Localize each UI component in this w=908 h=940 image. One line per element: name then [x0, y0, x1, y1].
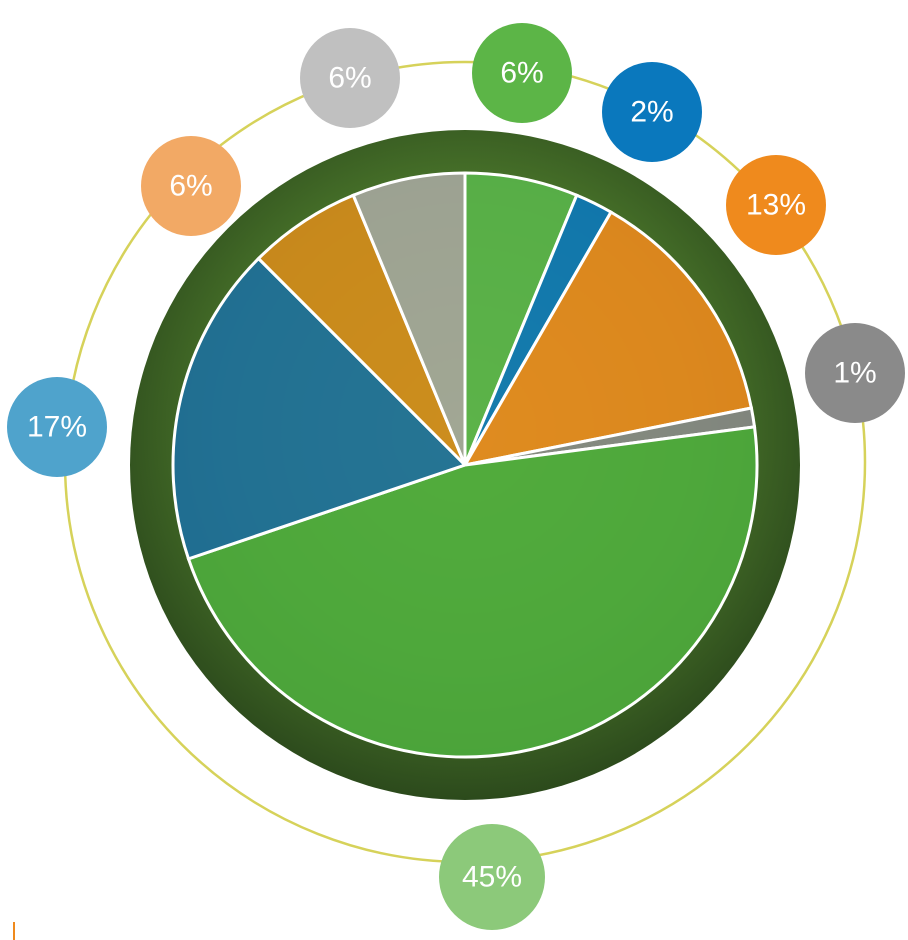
label-bubble: [726, 155, 826, 255]
pie: [171, 171, 759, 759]
label-bubble: [141, 136, 241, 236]
pie-slice: [351, 171, 467, 466]
pie-slice: [463, 171, 579, 466]
value-label: 17%: [27, 411, 87, 444]
label-bubble: [439, 824, 545, 930]
value-label: 2%: [630, 96, 673, 129]
label-bubble: [472, 23, 572, 123]
value-label: 6%: [169, 170, 212, 203]
value-label: 6%: [328, 62, 371, 95]
labels: 6% 2% 13% 1% 45% 17% 6% 6%: [7, 23, 905, 930]
label-bubble: [805, 323, 905, 423]
label-bubble: [300, 28, 400, 128]
pie-slice: [256, 193, 467, 467]
value-label: 6%: [500, 57, 543, 90]
label-bubble: [7, 377, 107, 477]
label-bubble: [602, 62, 702, 162]
value-label: 45%: [462, 861, 522, 894]
value-label: 1%: [833, 357, 876, 390]
pie-slice: [186, 425, 759, 759]
pie-slice: [171, 256, 468, 561]
pie-slice: [462, 210, 754, 468]
value-label: 13%: [746, 189, 806, 222]
